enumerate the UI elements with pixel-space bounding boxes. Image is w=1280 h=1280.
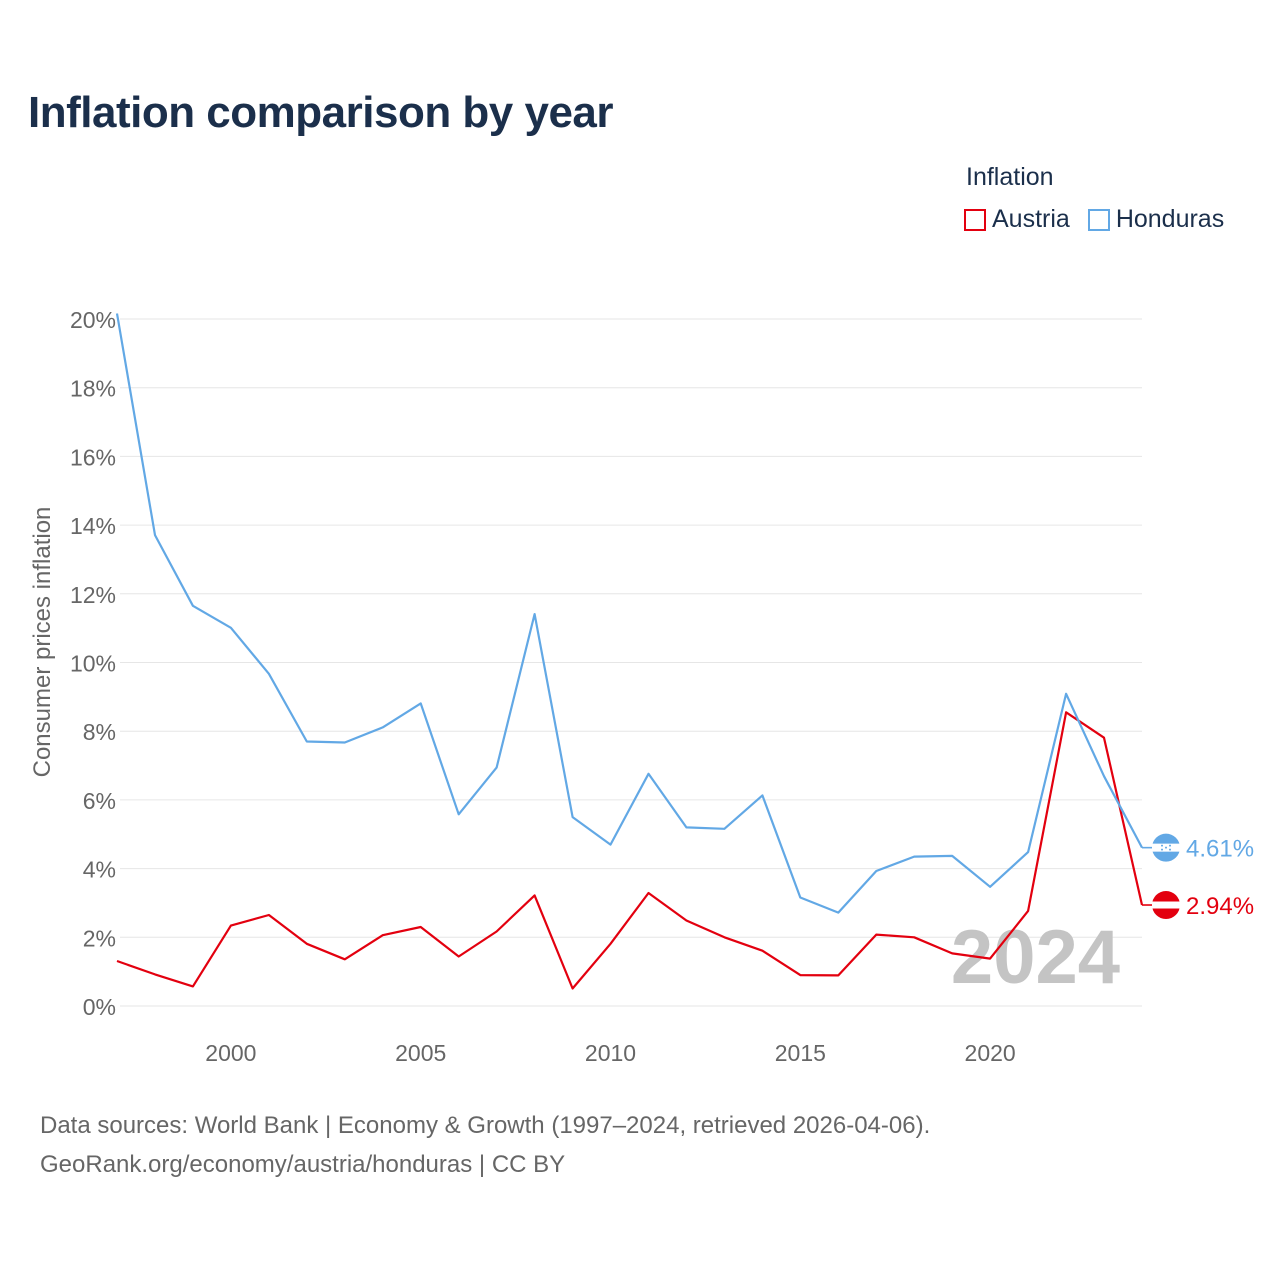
x-tick-label: 2015 [775, 1040, 826, 1066]
x-tick-label: 2005 [395, 1040, 446, 1066]
line-chart: 0% 2% 4% 6% 8% 10% 12% 14% 16% 18% 20% 2000 2005 201… [29, 307, 1254, 1066]
flag-star [1169, 848, 1171, 851]
y-axis-label: Consumer prices inflation [29, 507, 56, 778]
y-axis-ticks: 0% 2% 4% 6% 8% 10% 12% 14% 16% 18% 20% [70, 307, 116, 1020]
x-tick-label: 2020 [965, 1040, 1016, 1066]
legend: Austria Honduras [964, 205, 1224, 234]
x-axis-ticks: 2000 2005 2010 2015 2020 [205, 1040, 1015, 1066]
y-tick-label: 16% [70, 444, 116, 470]
footer-sources: Data sources: World Bank | Economy & Gro… [40, 1112, 931, 1139]
legend-title: Inflation [966, 163, 1054, 191]
legend-swatch-austria [964, 208, 986, 231]
y-tick-label: 4% [83, 857, 116, 883]
y-tick-label: 10% [70, 651, 116, 677]
y-tick-label: 2% [83, 925, 116, 951]
y-tick-label: 6% [83, 788, 116, 814]
flag-star [1161, 848, 1163, 851]
y-tick-label: 18% [70, 376, 116, 402]
grid-lines [120, 318, 1142, 1007]
chart-title: Inflation comparison by year [28, 88, 614, 137]
footer-link[interactable]: GeoRank.org/economy/austria/honduras | C… [40, 1151, 566, 1178]
y-tick-label: 8% [83, 719, 116, 745]
legend-swatch-honduras [1087, 208, 1110, 231]
end-value-label-honduras: 4.61% [1186, 836, 1254, 863]
series-line-honduras [115, 313, 1143, 914]
series-line-austria [116, 711, 1144, 990]
legend-item-honduras[interactable]: Honduras [1087, 205, 1225, 234]
flag-stripe [1152, 901, 1180, 909]
legend-item-austria[interactable]: Austria [964, 205, 1070, 234]
flag-star [1169, 844, 1171, 847]
flag-star [1165, 846, 1167, 849]
x-tick-label: 2000 [205, 1040, 256, 1066]
flag-star [1161, 844, 1163, 847]
legend-label-honduras: Honduras [1115, 205, 1225, 233]
series-lines [115, 313, 1144, 990]
footer: Data sources: World Bank | Economy & Gro… [40, 1106, 930, 1184]
end-markers: 2.94% 4.61% [1142, 833, 1254, 920]
y-tick-label: 14% [70, 513, 116, 539]
flag-icon-honduras [1152, 833, 1180, 862]
legend-label-austria: Austria [992, 205, 1070, 233]
end-value-label-austria: 2.94% [1186, 893, 1254, 920]
x-tick-label: 2010 [585, 1040, 636, 1066]
y-tick-label: 0% [83, 994, 116, 1020]
y-tick-label: 12% [70, 582, 116, 608]
y-tick-label: 20% [70, 307, 116, 333]
flag-icon-austria [1152, 891, 1180, 920]
